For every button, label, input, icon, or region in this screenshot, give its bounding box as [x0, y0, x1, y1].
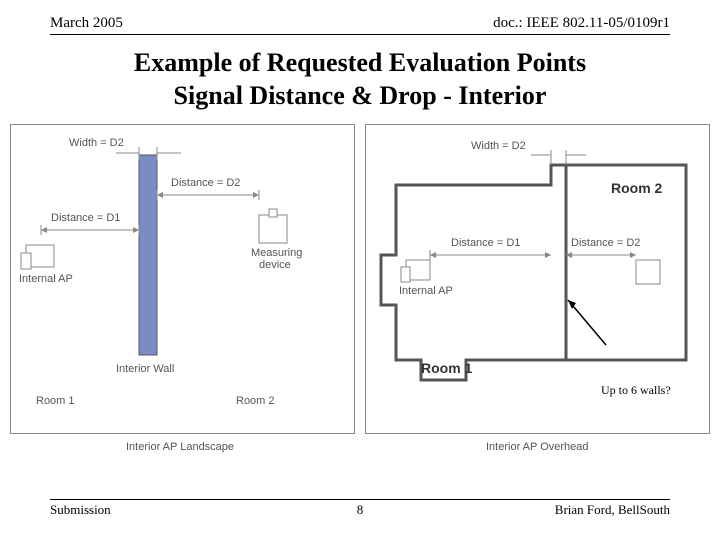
panel-overhead: Width = D2 Distance = D1 Distance = D2 I…	[365, 124, 710, 434]
header-divider	[50, 34, 670, 35]
overhead-d2-label: Distance = D2	[571, 237, 640, 249]
overhead-room2: Room 2	[611, 180, 662, 196]
panel-landscape: Width = D2 Distance = D1 Distance = D2 I…	[10, 124, 355, 434]
landscape-meas-label-1: Measuring	[251, 247, 302, 259]
footer-author: Brian Ford, BellSouth	[555, 502, 670, 518]
overhead-d1-label: Distance = D1	[451, 237, 520, 249]
landscape-d1-label: Distance = D1	[51, 212, 120, 224]
diagram-area: Width = D2 Distance = D1 Distance = D2 I…	[10, 124, 710, 434]
landscape-wall-label: Interior Wall	[116, 363, 174, 375]
landscape-room1: Room 1	[36, 395, 75, 407]
header: March 2005 doc.: IEEE 802.11-05/0109r1	[0, 0, 720, 32]
page-title: Example of Requested Evaluation Points S…	[0, 47, 720, 112]
overhead-room1: Room 1	[421, 360, 472, 376]
header-doc: doc.: IEEE 802.11-05/0109r1	[493, 15, 670, 32]
footer-submission: Submission	[50, 502, 111, 518]
page-number: 8	[357, 502, 364, 518]
footer-divider	[50, 499, 670, 500]
landscape-room2: Room 2	[236, 395, 275, 407]
overhead-caption: Interior AP Overhead	[486, 441, 589, 453]
landscape-meas-label-2: device	[259, 259, 291, 271]
landscape-d2-label: Distance = D2	[171, 177, 240, 189]
title-line-1: Example of Requested Evaluation Points	[0, 47, 720, 80]
landscape-caption: Interior AP Landscape	[126, 441, 234, 453]
overhead-ap-label: Internal AP	[399, 285, 453, 297]
overhead-width-label: Width = D2	[471, 140, 526, 152]
landscape-ap-label: Internal AP	[19, 273, 73, 285]
title-line-2: Signal Distance & Drop - Interior	[0, 80, 720, 113]
overhead-annotation: Up to 6 walls?	[601, 383, 671, 398]
header-date: March 2005	[50, 15, 123, 32]
landscape-width-label: Width = D2	[69, 137, 124, 149]
